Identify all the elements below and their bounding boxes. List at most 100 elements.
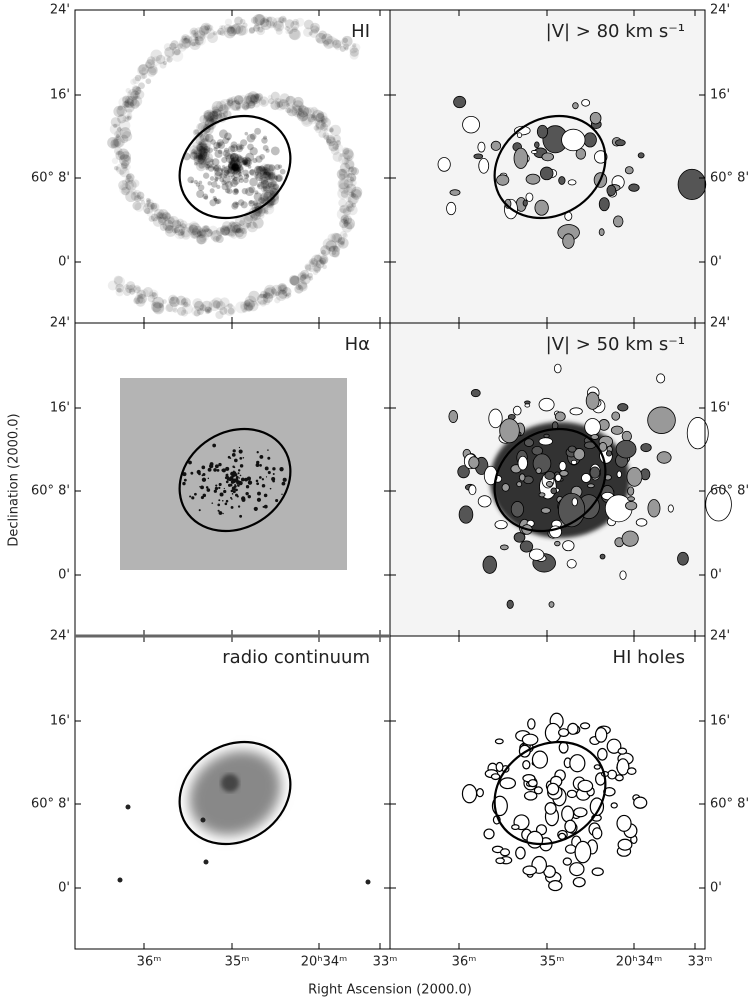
velocity-contour	[500, 544, 509, 551]
hi-emission	[337, 187, 350, 200]
hi-emission	[192, 129, 200, 136]
hi-emission	[263, 166, 268, 171]
hi-emission	[243, 177, 249, 184]
hi-emission	[227, 166, 236, 175]
hi-emission	[310, 106, 318, 115]
hi-emission	[242, 308, 247, 313]
hi-emission	[342, 148, 354, 160]
hi-emission	[162, 299, 167, 304]
hi-emission	[193, 27, 206, 39]
hi-emission	[337, 236, 346, 245]
velocity-contour	[494, 520, 508, 530]
velocity-contour	[625, 501, 638, 511]
hi-emission	[206, 164, 211, 170]
hi-emission	[207, 229, 212, 234]
hi-emission	[229, 159, 238, 167]
halpha-region	[240, 477, 245, 482]
hi-emission	[165, 304, 174, 313]
hi-emission	[126, 115, 132, 121]
hi-emission	[176, 295, 187, 306]
hi-emission	[211, 158, 220, 166]
hi-hole	[597, 747, 608, 761]
hi-emission	[351, 186, 363, 198]
hi-emission	[258, 212, 265, 219]
halpha-region	[267, 456, 271, 460]
hi-emission	[243, 157, 253, 167]
hi-emission	[212, 109, 223, 120]
velocity-contour	[513, 532, 526, 543]
hi-emission	[113, 275, 123, 285]
hi-emission	[343, 178, 354, 189]
x-tick-label: 35ᵐ	[225, 955, 250, 970]
hi-emission	[305, 106, 315, 117]
hi-emission	[158, 208, 169, 220]
hi-emission	[204, 308, 210, 315]
hi-emission	[239, 227, 246, 234]
hi-emission	[298, 281, 308, 292]
hi-emission	[263, 184, 271, 192]
hi-emission	[126, 281, 136, 291]
hi-emission	[346, 155, 353, 162]
halpha-region	[259, 476, 262, 479]
hi-emission	[237, 166, 244, 173]
hi-emission	[285, 95, 296, 107]
hi-emission	[126, 287, 133, 294]
hi-emission	[230, 144, 239, 153]
hi-emission	[197, 141, 208, 153]
hi-emission	[212, 235, 220, 243]
halpha-region	[201, 465, 206, 470]
velocity-contour	[525, 192, 534, 202]
panel-image: radio continuum	[117, 647, 371, 885]
hi-emission	[286, 105, 298, 117]
hi-emission	[260, 19, 272, 30]
hi-emission	[297, 271, 307, 281]
hi-emission	[322, 238, 334, 250]
hi-emission	[124, 95, 134, 105]
hi-emission	[270, 146, 280, 156]
hi-emission	[174, 224, 186, 236]
hi-emission	[122, 100, 130, 109]
velocity-contour	[667, 504, 674, 513]
hi-emission	[310, 22, 321, 33]
velocity-contour	[458, 505, 474, 524]
hi-hole	[606, 738, 622, 754]
hi-emission	[164, 225, 177, 237]
hi-emission	[309, 29, 319, 38]
hi-emission	[232, 164, 241, 172]
hi-emission	[200, 22, 212, 35]
hi-emission	[200, 151, 210, 161]
hi-emission	[230, 156, 239, 165]
hi-emission	[203, 110, 213, 120]
velocity-contour	[677, 168, 707, 201]
hi-emission	[110, 139, 120, 149]
point-source	[365, 879, 371, 885]
hi-emission	[231, 202, 239, 210]
hi-emission	[212, 300, 221, 309]
hi-hole	[527, 779, 538, 788]
hi-emission	[215, 301, 226, 311]
hi-emission	[130, 90, 140, 100]
hi-emission	[193, 150, 198, 155]
hi-emission	[338, 173, 346, 181]
velocity-contour	[571, 497, 578, 507]
hi-emission	[240, 303, 249, 313]
hi-emission	[118, 180, 129, 191]
halpha-region	[218, 482, 222, 486]
hi-emission	[320, 260, 326, 266]
hi-emission	[126, 108, 133, 115]
hi-emission	[346, 172, 357, 183]
hi-emission	[233, 188, 239, 194]
hi-emission	[244, 300, 251, 307]
hi-emission	[191, 305, 202, 317]
hi-emission	[199, 114, 208, 124]
velocity-contour	[598, 197, 610, 212]
hi-emission	[207, 32, 218, 44]
hi-emission	[111, 157, 119, 165]
velocity-contour	[437, 157, 451, 172]
hi-emission	[259, 175, 263, 180]
hi-emission	[186, 226, 195, 234]
hi-emission	[338, 240, 345, 247]
hi-emission	[309, 267, 315, 273]
hi-emission	[221, 180, 227, 186]
hi-emission	[130, 191, 140, 201]
